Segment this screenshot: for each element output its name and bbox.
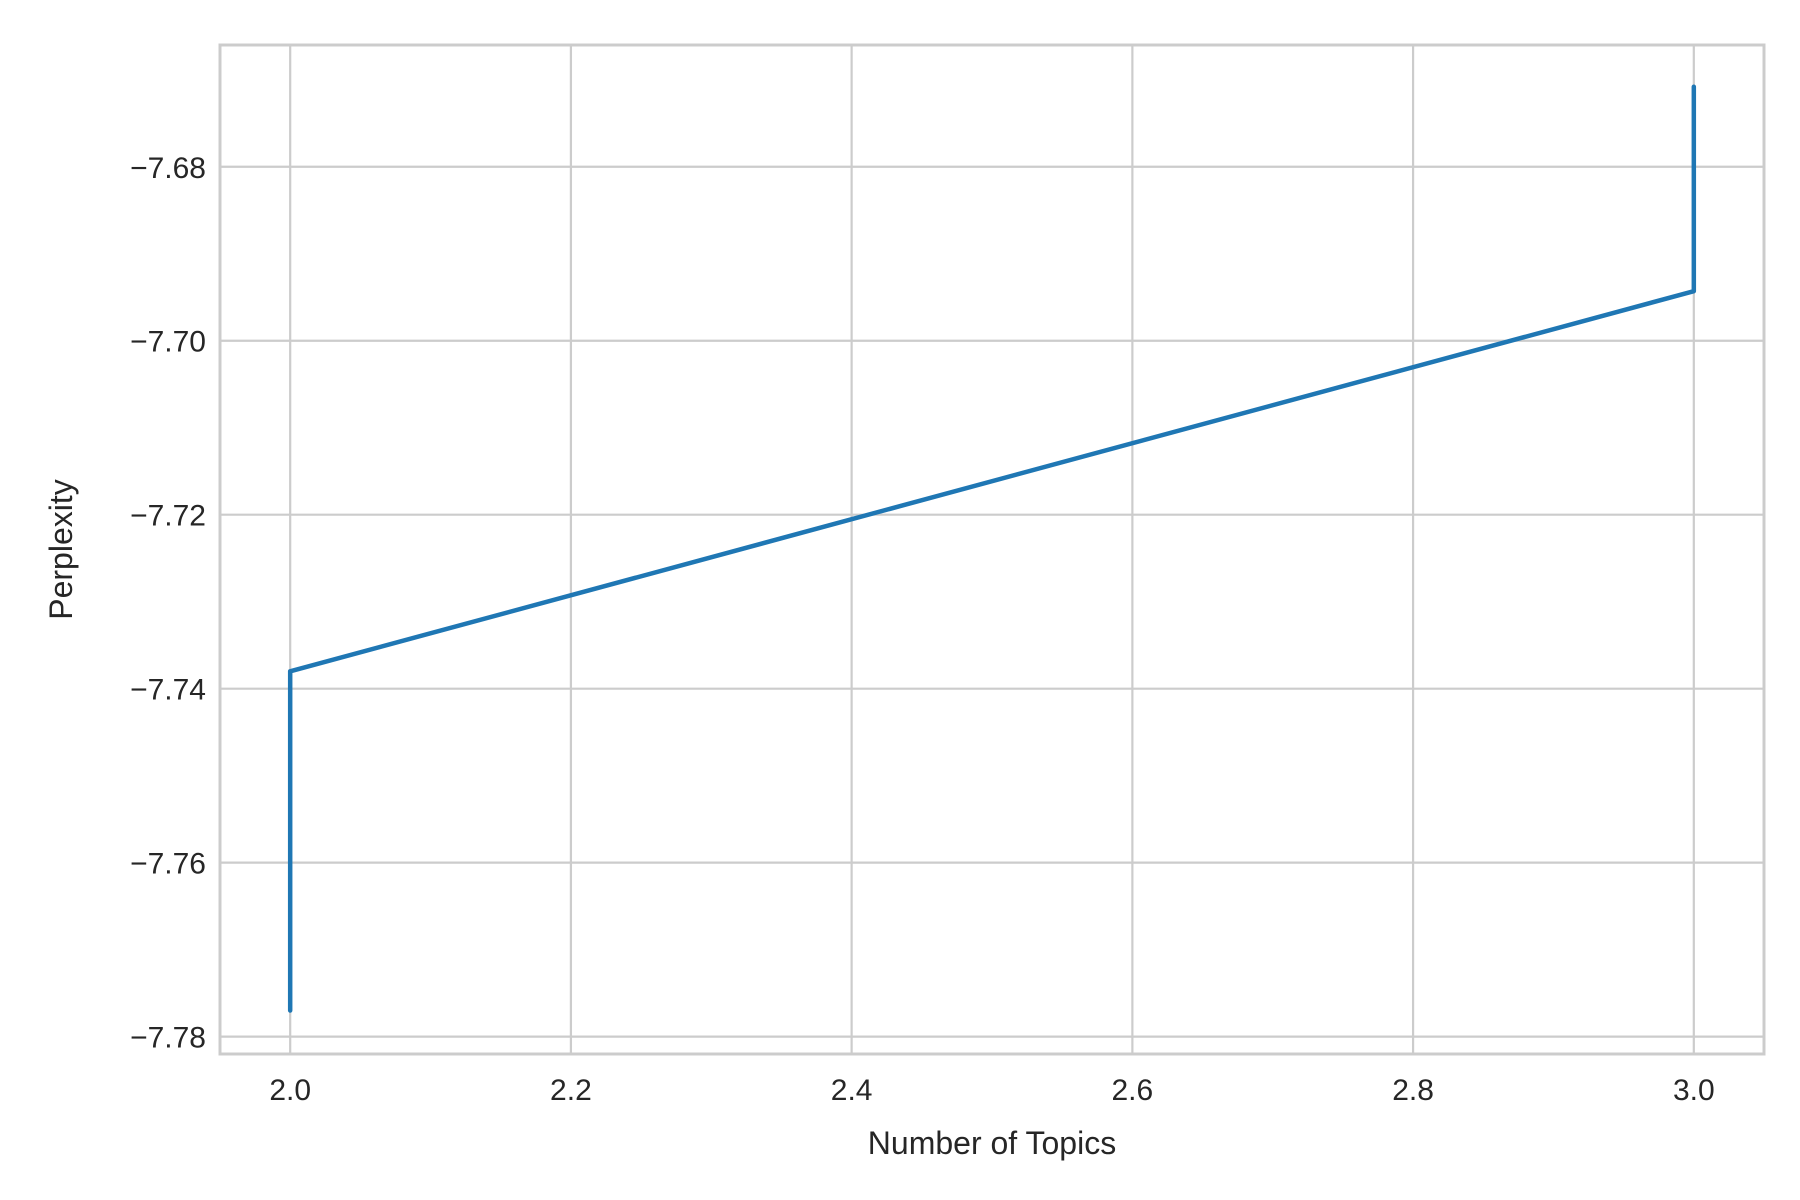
x-tick-label: 2.2 [550, 1074, 592, 1107]
x-tick-label: 2.8 [1392, 1074, 1434, 1107]
y-tick-label: −7.68 [130, 152, 206, 185]
series-line [287, 84, 1697, 1013]
x-axis-label: Number of Topics [868, 1125, 1116, 1161]
y-tick-label: −7.78 [130, 1022, 206, 1055]
y-tick-label: −7.76 [130, 848, 206, 881]
x-tick-label: 3.0 [1673, 1074, 1715, 1107]
series-layer [287, 84, 1697, 1013]
y-axis-label: Perplexity [43, 479, 79, 620]
y-tick-label: −7.72 [130, 500, 206, 533]
y-tick-label: −7.70 [130, 326, 206, 359]
x-tick-label: 2.0 [269, 1074, 311, 1107]
x-tick-label: 2.4 [831, 1074, 873, 1107]
tick-labels: 2.0 2.2 2.4 2.6 2.8 3.0 −7.68 −7.70 −7.72 −7.74 −7… [130, 152, 1715, 1107]
y-tick-label: −7.74 [130, 674, 206, 707]
plot-frame [218, 43, 1766, 1056]
x-tick-label: 2.6 [1112, 1074, 1154, 1107]
